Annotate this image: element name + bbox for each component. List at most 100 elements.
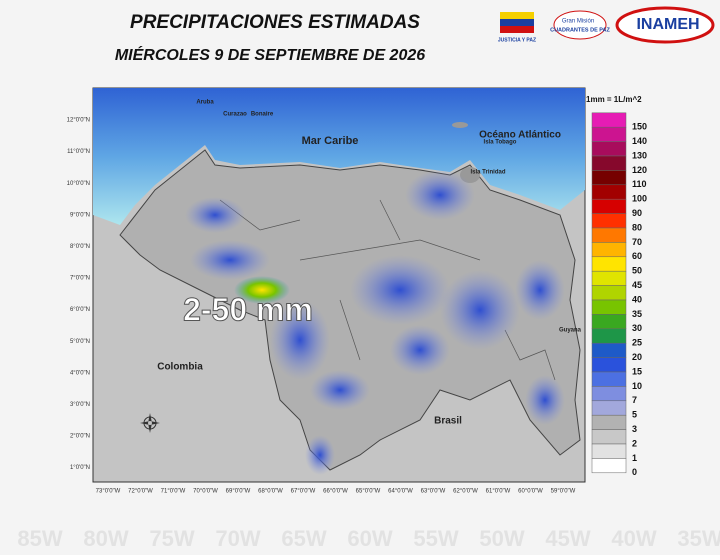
lon-label: 73°0'0"W (96, 489, 121, 495)
legend-label: 20 (632, 352, 642, 362)
legend-label: 5 (632, 410, 637, 420)
legend-label: 2 (632, 438, 637, 448)
legend-swatch (591, 155, 627, 171)
legend-swatch (591, 414, 627, 430)
map-label: Colombia (157, 362, 203, 373)
map (92, 87, 586, 483)
legend-label: 150 (632, 122, 647, 132)
legend-label: 90 (632, 208, 642, 218)
legend-label: 80 (632, 222, 642, 232)
lon-label: 72°0'0"W (128, 489, 153, 495)
legend-label: 25 (632, 338, 642, 348)
legend-label: 1 (632, 453, 637, 463)
lon-label: 70°0'0"W (193, 489, 218, 495)
map-label: Mar Caribe (302, 135, 359, 147)
legend-label: 3 (632, 424, 637, 434)
legend-swatch (591, 170, 627, 186)
legend-swatch (591, 371, 627, 387)
logo-text: CUADRANTES DE PAZ (550, 27, 610, 33)
legend-swatch (591, 198, 627, 214)
lat-label: 8°0'0"N (70, 244, 90, 250)
map-label: Océano Atlántico (479, 130, 561, 141)
legend-swatch (591, 400, 627, 416)
legend-label: 45 (632, 280, 642, 290)
background-label: 60W (347, 526, 392, 551)
lon-label: 69°0'0"W (226, 489, 251, 495)
lon-label: 68°0'0"W (258, 489, 283, 495)
background-label: 75W (149, 526, 194, 551)
lon-label: 64°0'0"W (388, 489, 413, 495)
legend-swatch (591, 386, 627, 402)
legend-swatch (591, 184, 627, 200)
annotation: 2-50 mm (183, 291, 313, 327)
legend-label: 35 (632, 309, 642, 319)
map-label: Guyana (559, 328, 582, 334)
map-label: Bonaire (251, 112, 274, 118)
lat-label: 11°0'0"N (67, 149, 90, 155)
map-labels: Mar Caribe Océano Atlántico Colombia Brasil… (157, 100, 581, 427)
lat-label: 10°0'0"N (67, 181, 90, 187)
lon-labels: 73°0'0"W 72°0'0"W 71°0'0"W 70°0'0"W 69°0'0"W… (96, 489, 576, 495)
lat-label: 3°0'0"N (70, 402, 90, 408)
legend-label: 0 (632, 467, 637, 477)
legend-label: 7 (632, 395, 637, 405)
legend-swatch (591, 443, 627, 459)
legend-label: 140 (632, 136, 647, 146)
map-label: Aruba (196, 100, 214, 106)
lat-label: 5°0'0"N (70, 339, 90, 345)
legend-label: 130 (632, 150, 647, 160)
lat-label: 1°0'0"N (70, 465, 90, 471)
background-label: 65W (281, 526, 326, 551)
subtitle: MIÉRCOLES 9 DE SEPTIEMBRE DE 2026 (115, 45, 425, 64)
logo-text: INAMEH (636, 16, 699, 33)
legend-swatch (591, 357, 627, 373)
lat-label: 6°0'0"N (70, 307, 90, 313)
legend-label: 60 (632, 251, 642, 261)
background-label: 80W (83, 526, 128, 551)
legend-swatch (591, 429, 627, 445)
lon-label: 61°0'0"W (486, 489, 511, 495)
lon-label: 63°0'0"W (421, 489, 446, 495)
legend-label: 50 (632, 266, 642, 276)
legend-label: 15 (632, 366, 642, 376)
background-label: 70W (215, 526, 260, 551)
lon-label: 67°0'0"W (291, 489, 316, 495)
legend-swatch (591, 342, 627, 358)
lon-label: 66°0'0"W (323, 489, 348, 495)
legend-unit: 1mm = 1L/m^2 (586, 95, 642, 104)
legend-label: 100 (632, 194, 647, 204)
legend-label: 120 (632, 165, 647, 175)
map-label: Isla Trinidad (470, 170, 505, 176)
lon-label: 65°0'0"W (356, 489, 381, 495)
legend-swatch (591, 242, 627, 258)
legend-swatch (591, 126, 627, 142)
lon-label: 59°0'0"W (551, 489, 576, 495)
legend-swatch (591, 227, 627, 243)
lat-label: 2°0'0"N (70, 434, 90, 440)
background-label: 40W (611, 526, 656, 551)
background-label: 85W (17, 526, 62, 551)
lat-labels: 12°0'0"N 11°0'0"N 10°0'0"N 9°0'0"N 8°0'0"N 7°… (67, 118, 90, 472)
logo-text: JUSTICIA Y PAZ (498, 37, 536, 43)
title: PRECIPITACIONES ESTIMADAS (130, 12, 420, 33)
background-labels: 85W 80W 75W 70W 65W 60W 55W 50W 45W 40W 35W (17, 526, 720, 551)
background-label: 50W (479, 526, 524, 551)
legend-swatch (591, 458, 627, 474)
lat-label: 4°0'0"N (70, 370, 90, 376)
background-label: 45W (545, 526, 590, 551)
lon-label: 71°0'0"W (161, 489, 186, 495)
legend-label: 30 (632, 323, 642, 333)
legend-label: 10 (632, 381, 642, 391)
legend-label: 110 (632, 179, 647, 189)
legend-swatch (591, 299, 627, 315)
logo-text: Gran Misión (562, 19, 594, 25)
legend-label: 70 (632, 237, 642, 247)
logos: JUSTICIA Y PAZ Gran Misión CUADRANTES DE… (498, 6, 715, 44)
map-label: Isla Tobago (484, 140, 517, 146)
lat-label: 7°0'0"N (70, 276, 90, 282)
legend-swatch (591, 112, 627, 128)
legend-label: 40 (632, 294, 642, 304)
background-label: 55W (413, 526, 458, 551)
legend: 1501401301201101009080706050454035302520… (591, 112, 647, 477)
